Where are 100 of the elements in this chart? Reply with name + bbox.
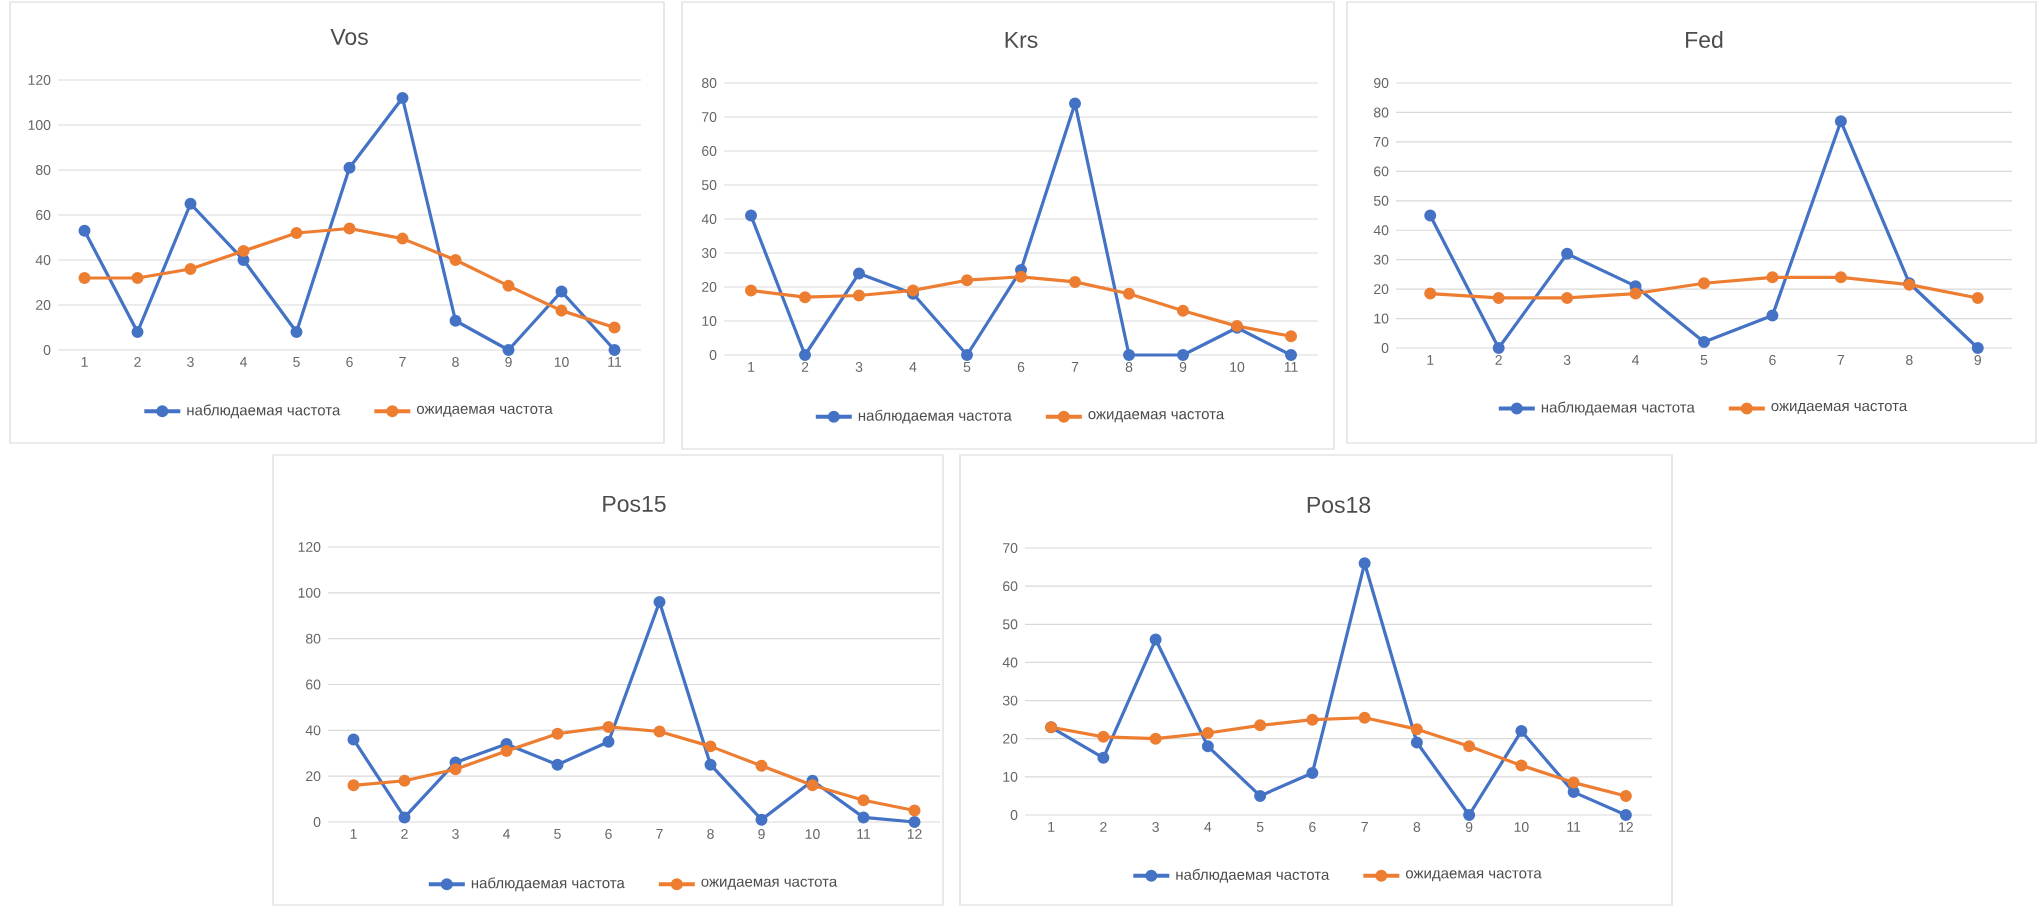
x-tick-label: 3 <box>855 362 863 372</box>
x-tick-label: 2 <box>1495 355 1502 365</box>
y-tick-label: 80 <box>1373 107 1389 118</box>
legend-label: ожидаемая частота <box>1771 402 1908 414</box>
x-tick-label: 5 <box>554 829 561 839</box>
y-tick-label: 70 <box>1003 543 1018 553</box>
y-tick-label: 40 <box>1373 225 1389 236</box>
x-tick-label: 10 <box>805 829 820 839</box>
y-tick-label: 50 <box>1002 619 1018 630</box>
legend-label: наблюдаемая частота <box>1176 868 1330 883</box>
legend-label: наблюдаемая частота <box>1541 401 1695 416</box>
x-tick-label: 10 <box>1514 822 1529 832</box>
x-tick-label: 2 <box>1100 822 1107 832</box>
y-tick-label: 20 <box>36 300 51 310</box>
x-tick-label: 4 <box>239 357 247 367</box>
y-tick-label: 0 <box>1381 343 1389 353</box>
chart-title: Vos <box>330 28 368 45</box>
y-tick-label: 60 <box>306 679 321 690</box>
y-tick-label: 70 <box>1374 136 1389 147</box>
y-tick-label: 100 <box>298 587 321 598</box>
x-tick-label: 4 <box>502 829 510 839</box>
x-tick-label: 6 <box>1309 822 1316 832</box>
x-tick-label: 7 <box>1361 822 1368 832</box>
y-tick-label: 20 <box>1374 284 1389 295</box>
y-tick-label: 0 <box>313 817 321 827</box>
chart-title: Krs <box>1005 31 1038 48</box>
x-tick-label: 7 <box>399 357 406 367</box>
x-tick-label: 11 <box>1567 822 1581 832</box>
x-tick-label: 8 <box>707 829 714 839</box>
y-tick-label: 40 <box>35 255 51 265</box>
legend-label: наблюдаемая частота <box>471 877 625 892</box>
x-tick-label: 8 <box>452 357 459 367</box>
y-tick-label: 60 <box>1374 166 1389 177</box>
x-tick-label: 1 <box>748 362 755 372</box>
legend-label: наблюдаемая частота <box>187 404 341 419</box>
x-tick-label: 12 <box>907 829 922 839</box>
x-tick-label: 3 <box>1563 355 1571 365</box>
y-tick-label: 90 <box>1374 78 1389 88</box>
y-tick-label: 20 <box>702 282 717 292</box>
legend-label: ожидаемая частота <box>1088 411 1225 423</box>
x-tick-label: 10 <box>1230 362 1245 372</box>
x-tick-label: 7 <box>1071 362 1079 372</box>
x-tick-label: 6 <box>346 357 353 367</box>
y-tick-label: 40 <box>305 725 321 736</box>
x-tick-label: 11 <box>608 357 622 367</box>
x-tick-label: 4 <box>1204 822 1212 832</box>
y-tick-label: 60 <box>1003 581 1018 592</box>
x-tick-label: 9 <box>758 829 765 839</box>
y-tick-label: 60 <box>36 210 51 220</box>
y-tick-label: 0 <box>1010 810 1018 820</box>
x-tick-label: 2 <box>134 357 141 367</box>
y-tick-label: 20 <box>1003 733 1018 744</box>
y-tick-label: 50 <box>701 180 717 190</box>
x-tick-label: 1 <box>1427 355 1434 365</box>
y-tick-label: 120 <box>28 75 51 85</box>
y-tick-label: 10 <box>1374 313 1389 324</box>
x-tick-label: 2 <box>401 829 408 839</box>
chart-title: Fed <box>1686 31 1723 48</box>
y-tick-label: 120 <box>298 542 321 552</box>
x-tick-label: 5 <box>1256 822 1264 832</box>
chart-title: Pos18 <box>1307 496 1371 513</box>
x-tick-label: 1 <box>81 357 88 367</box>
y-tick-label: 80 <box>35 165 51 175</box>
x-tick-label: 3 <box>187 357 194 367</box>
y-tick-label: 30 <box>1002 695 1018 706</box>
x-tick-label: 3 <box>1152 822 1159 832</box>
x-tick-label: 9 <box>1465 822 1473 832</box>
y-tick-label: 50 <box>1373 195 1389 206</box>
legend-label: ожидаемая частота <box>1405 870 1542 882</box>
y-tick-label: 80 <box>305 633 321 644</box>
y-tick-label: 30 <box>701 248 717 258</box>
x-tick-label: 9 <box>1974 355 1981 365</box>
x-tick-label: 5 <box>963 362 971 372</box>
y-tick-label: 20 <box>306 771 321 782</box>
x-tick-label: 3 <box>452 829 459 839</box>
y-tick-label: 100 <box>28 120 51 130</box>
x-tick-label: 6 <box>605 829 612 839</box>
x-tick-label: 2 <box>801 362 809 372</box>
legend-label: наблюдаемая частота <box>858 409 1012 424</box>
y-tick-label: 60 <box>702 146 717 156</box>
y-tick-label: 0 <box>43 345 51 355</box>
x-tick-label: 12 <box>1619 822 1633 832</box>
x-tick-label: 9 <box>1179 362 1187 372</box>
x-tick-label: 4 <box>909 362 917 372</box>
x-tick-label: 10 <box>554 357 569 367</box>
x-tick-label: 4 <box>1631 355 1640 365</box>
y-tick-label: 70 <box>702 112 717 122</box>
x-tick-label: 5 <box>293 357 300 367</box>
x-tick-label: 5 <box>1700 355 1708 365</box>
x-tick-label: 6 <box>1017 362 1025 372</box>
y-tick-label: 0 <box>709 350 717 360</box>
x-tick-label: 8 <box>1413 822 1421 832</box>
y-tick-label: 40 <box>1002 657 1018 668</box>
legend-label: ожидаемая частота <box>701 878 838 890</box>
y-tick-label: 10 <box>702 316 717 326</box>
x-tick-label: 6 <box>1769 355 1776 365</box>
x-tick-label: 8 <box>1125 362 1133 372</box>
x-tick-label: 7 <box>656 829 663 839</box>
x-tick-label: 7 <box>1837 355 1845 365</box>
chart-title: Pos15 <box>603 495 666 512</box>
